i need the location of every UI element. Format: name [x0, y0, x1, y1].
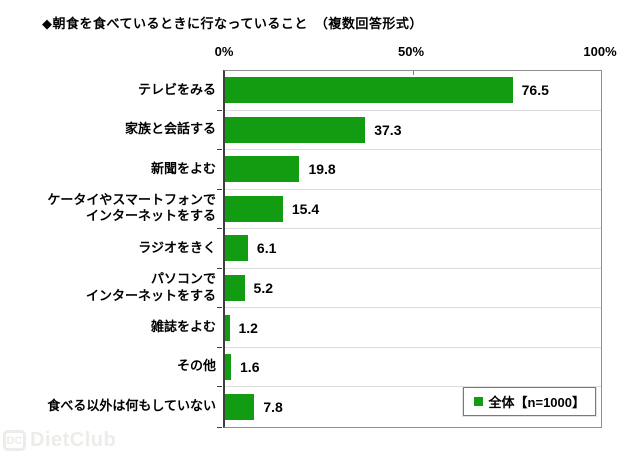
- bar: [225, 394, 255, 421]
- category-label: 食べる以外は何もしていない: [47, 398, 216, 414]
- value-label: 1.2: [238, 319, 258, 336]
- plot-area: 76.5 37.3 19.8 15.4 6.1 5.2 1.2 1.6 7.8 全体【n=100…: [217, 70, 602, 428]
- legend-box: 全体【n=1000】: [462, 387, 596, 416]
- bar: [225, 235, 248, 262]
- value-label: 19.8: [308, 161, 336, 178]
- bar: [225, 156, 300, 183]
- bar: [225, 116, 366, 143]
- x-axis-tick-label-0: 0%: [214, 44, 234, 59]
- value-label: 1.6: [240, 359, 260, 376]
- value-label: 7.8: [263, 399, 283, 416]
- bar-row: 19.8: [217, 150, 601, 190]
- chart-title: ◆朝食を食べているときに行なっていること （複数回答形式）: [42, 16, 423, 31]
- bar: [225, 314, 230, 341]
- category-label: パソコンで インターネットをする: [85, 271, 216, 303]
- value-label: 5.2: [253, 280, 274, 296]
- bar: [225, 77, 513, 104]
- category-labels: テレビをみる家族と会話する新聞をよむケータイやスマートフォンで インターネットを…: [0, 70, 223, 428]
- bar-row: 6.1: [217, 229, 601, 269]
- bar: [225, 354, 232, 381]
- category-label: ケータイやスマートフォンで インターネットをする: [47, 192, 216, 224]
- category-label: 雑誌をよむ: [150, 318, 216, 334]
- value-label: 6.1: [256, 240, 277, 257]
- value-label: 37.3: [374, 121, 402, 138]
- category-label: ラジオをきく: [138, 239, 216, 255]
- category-label: テレビをみる: [137, 81, 216, 97]
- bar-row: 5.2: [217, 269, 601, 309]
- bar-row: 1.2: [217, 308, 601, 348]
- category-label: その他: [176, 358, 216, 374]
- x-axis-tick-label-50: 50%: [397, 44, 425, 59]
- bar-row: 1.6: [217, 348, 601, 388]
- value-label: 15.4: [291, 200, 320, 217]
- category-label: 家族と会話する: [124, 121, 216, 137]
- axis-tick-50-icon: [413, 71, 414, 75]
- dietclub-watermark: DC DietClub: [3, 429, 116, 452]
- dietclub-logo-icon: DC: [3, 430, 26, 451]
- bar: [225, 195, 283, 222]
- bar: [225, 275, 245, 301]
- category-label: 新聞をよむ: [150, 160, 216, 176]
- plot-rows: 76.5 37.3 19.8 15.4 6.1 5.2 1.2 1.6 7.8: [217, 71, 601, 428]
- bar-row: 76.5: [217, 71, 601, 111]
- chart-body: テレビをみる家族と会話する新聞をよむケータイやスマートフォンで インターネットを…: [0, 70, 602, 428]
- bar-row: 15.4: [217, 190, 601, 230]
- value-label: 76.5: [521, 82, 549, 99]
- bar-row: 7.8: [217, 387, 601, 428]
- dietclub-watermark-text: DietClub: [30, 429, 117, 451]
- legend-swatch-icon: [473, 397, 483, 406]
- bar-row: 37.3: [217, 111, 601, 151]
- x-axis-tick-label-100: 100%: [583, 44, 617, 59]
- legend-label: 全体【n=1000】: [488, 395, 585, 410]
